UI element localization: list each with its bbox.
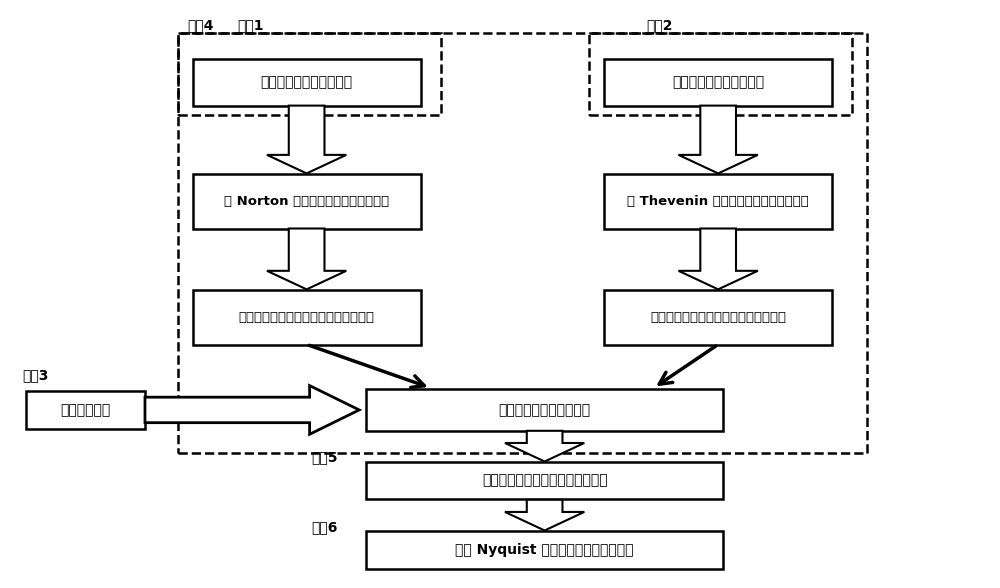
Bar bbox=[366, 532, 723, 569]
Bar bbox=[193, 59, 421, 106]
Polygon shape bbox=[145, 386, 359, 435]
Bar bbox=[178, 33, 867, 453]
Text: 建立跟网型单机阻抗模型: 建立跟网型单机阻抗模型 bbox=[261, 75, 353, 89]
Bar bbox=[26, 391, 145, 429]
Text: 步骤6: 步骤6 bbox=[312, 520, 338, 534]
Text: 步骤1: 步骤1 bbox=[237, 18, 264, 32]
Text: 建立构网型单机阻抗模型: 建立构网型单机阻抗模型 bbox=[672, 75, 764, 89]
Bar bbox=[589, 33, 852, 115]
Polygon shape bbox=[267, 106, 346, 173]
Bar bbox=[193, 290, 421, 345]
Text: 计算并网点电流与各电源传递关系: 计算并网点电流与各电源传递关系 bbox=[482, 474, 607, 487]
Polygon shape bbox=[678, 106, 758, 173]
Text: 构建场站拓扑: 构建场站拓扑 bbox=[60, 403, 111, 417]
Text: 以 Norton 电路等效替代跟网型变流器: 以 Norton 电路等效替代跟网型变流器 bbox=[224, 195, 389, 208]
Bar bbox=[366, 462, 723, 499]
Bar bbox=[178, 33, 440, 115]
Text: 推导 Nyquist 判据，判断小扰动稳定性: 推导 Nyquist 判据，判断小扰动稳定性 bbox=[455, 543, 634, 557]
Bar bbox=[604, 290, 832, 345]
Bar bbox=[604, 59, 832, 106]
Text: 开路电流源，聚合跟网型场站部分阻抗: 开路电流源，聚合跟网型场站部分阻抗 bbox=[239, 310, 375, 323]
Text: 步骤5: 步骤5 bbox=[312, 450, 338, 465]
Polygon shape bbox=[267, 229, 346, 289]
Bar bbox=[604, 173, 832, 229]
Text: 以 Thevenin 电路等效替代构网型变流器: 以 Thevenin 电路等效替代构网型变流器 bbox=[627, 195, 809, 208]
Polygon shape bbox=[505, 500, 584, 530]
Bar bbox=[366, 389, 723, 431]
Bar bbox=[193, 173, 421, 229]
Text: 步骤2: 步骤2 bbox=[647, 18, 673, 32]
Text: 构建场站简化后等值电路: 构建场站简化后等值电路 bbox=[499, 403, 591, 417]
Text: 步骤3: 步骤3 bbox=[22, 368, 48, 382]
Polygon shape bbox=[505, 431, 584, 462]
Text: 步骤4: 步骤4 bbox=[188, 18, 214, 32]
Text: 短路电压源，聚合构网型场站部分阻抗: 短路电压源，聚合构网型场站部分阻抗 bbox=[650, 310, 786, 323]
Polygon shape bbox=[678, 229, 758, 289]
